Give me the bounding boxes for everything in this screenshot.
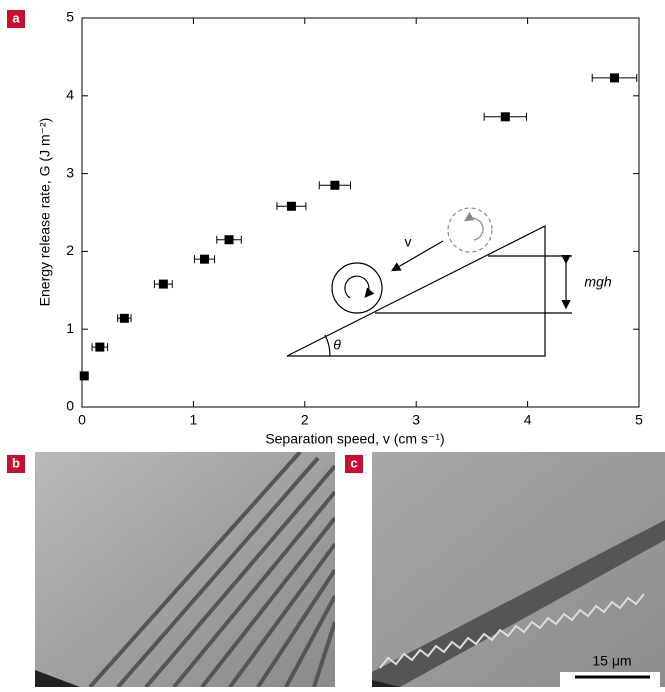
y-axis-label: Energy release rate, G (J m⁻²): [37, 118, 53, 307]
x-tick-label: 2: [301, 412, 309, 428]
plot-frame: [82, 18, 639, 407]
annotation: v: [405, 234, 412, 250]
panel-label: a: [12, 10, 20, 25]
y-tick-label: 1: [66, 320, 74, 336]
data-point: [287, 202, 296, 211]
data-point: [159, 280, 168, 289]
x-tick-label: 1: [190, 412, 198, 428]
y-tick-label: 0: [66, 398, 74, 414]
annotation: θ: [333, 337, 341, 353]
x-tick-label: 4: [524, 412, 532, 428]
data-point: [120, 314, 129, 323]
data-point: [225, 235, 234, 244]
annotation: mgh: [584, 274, 611, 290]
data-point: [200, 255, 209, 264]
data-point: [80, 371, 89, 380]
data-point: [501, 112, 510, 121]
y-tick-label: 5: [66, 9, 74, 25]
y-tick-label: 3: [66, 164, 74, 180]
y-tick-label: 4: [66, 87, 74, 103]
x-axis-label: Separation speed, v (cm s⁻¹): [265, 431, 444, 447]
inset-diagram: [287, 208, 572, 356]
figure: a b c Separation speed, v (cm s⁻¹) Energ…: [0, 0, 665, 687]
data-point: [610, 73, 619, 82]
sem-image-b: [35, 452, 335, 687]
x-tick-label: 5: [635, 412, 643, 428]
scale-bar-label: 15 μm: [592, 653, 631, 669]
data-point: [95, 343, 104, 352]
panel-label: c: [350, 455, 357, 470]
x-tick-label: 3: [412, 412, 420, 428]
panel-label: b: [12, 455, 20, 470]
x-tick-label: 0: [78, 412, 86, 428]
data-point: [330, 181, 339, 190]
y-tick-label: 2: [66, 242, 74, 258]
